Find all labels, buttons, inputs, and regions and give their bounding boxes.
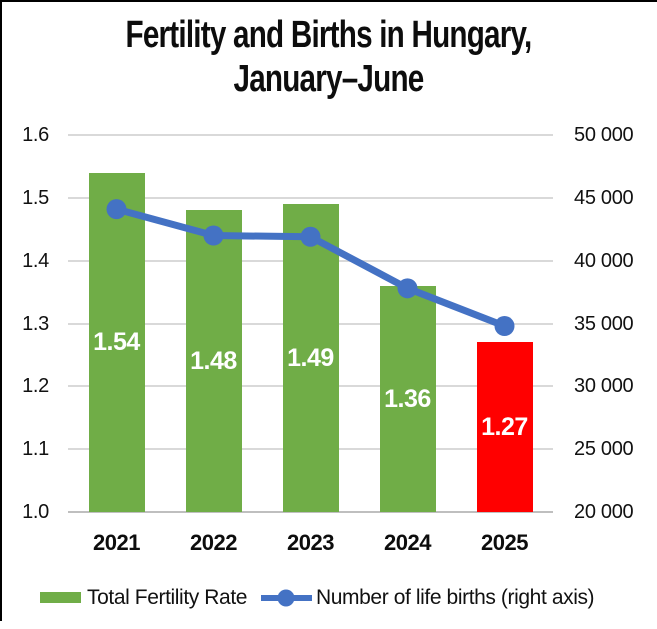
left-axis-tick-1.5: 1.5 xyxy=(22,186,49,209)
bar-2025 xyxy=(476,342,533,512)
left-axis-tick-1.4: 1.4 xyxy=(22,249,49,272)
x-axis-label-2022: 2022 xyxy=(190,530,237,555)
right-axis-tick-20000: 20 000 xyxy=(574,501,634,523)
left-axis-tick-1.6: 1.6 xyxy=(22,124,49,146)
right-axis-tick-50000: 50 000 xyxy=(574,124,634,146)
left-axis-tick-1.0: 1.0 xyxy=(22,501,49,523)
x-axis-label-2023: 2023 xyxy=(287,530,334,555)
x-axis-label-2025: 2025 xyxy=(481,530,528,555)
legend-swatch-fertility-bar xyxy=(40,592,81,603)
chart-title-line2: January–June xyxy=(233,58,424,100)
right-axis-tick-40000: 40 000 xyxy=(574,249,634,272)
chart-title: Fertility and Births in Hungary, January… xyxy=(0,13,657,101)
x-axis-label-2021: 2021 xyxy=(93,530,140,555)
right-axis-tick-30000: 30 000 xyxy=(574,375,634,398)
legend-label-number-of-life-births: Number of life births (right axis) xyxy=(316,586,595,609)
legend: Total Fertility Rate Number of life birt… xyxy=(0,583,657,613)
legend-label-total-fertility-rate: Total Fertility Rate xyxy=(87,586,248,609)
right-axis-tick-35000: 35 000 xyxy=(574,312,634,335)
bar-label-2021: 1.54 xyxy=(93,328,140,357)
bar-label-2024: 1.36 xyxy=(384,384,431,413)
x-axis-line xyxy=(68,511,553,513)
gridline xyxy=(68,134,553,136)
chart-border-left xyxy=(0,0,2,621)
bar-label-2022: 1.48 xyxy=(190,347,237,376)
chart-border-top xyxy=(0,0,657,2)
left-axis-tick-1.2: 1.2 xyxy=(22,375,49,398)
chart-title-line1: Fertility and Births in Hungary, xyxy=(125,14,533,56)
right-axis-tick-45000: 45 000 xyxy=(574,186,634,209)
left-axis-tick-1.1: 1.1 xyxy=(22,438,49,461)
bar-label-2025: 1.27 xyxy=(481,413,528,442)
right-axis-tick-25000: 25 000 xyxy=(574,438,634,461)
x-axis-label-2024: 2024 xyxy=(384,530,431,555)
line-marker-2025 xyxy=(494,316,515,337)
gridline xyxy=(68,196,553,199)
legend-marker-births-line xyxy=(261,589,312,607)
bar-label-2023: 1.49 xyxy=(287,344,334,373)
left-axis-tick-1.3: 1.3 xyxy=(22,312,49,335)
